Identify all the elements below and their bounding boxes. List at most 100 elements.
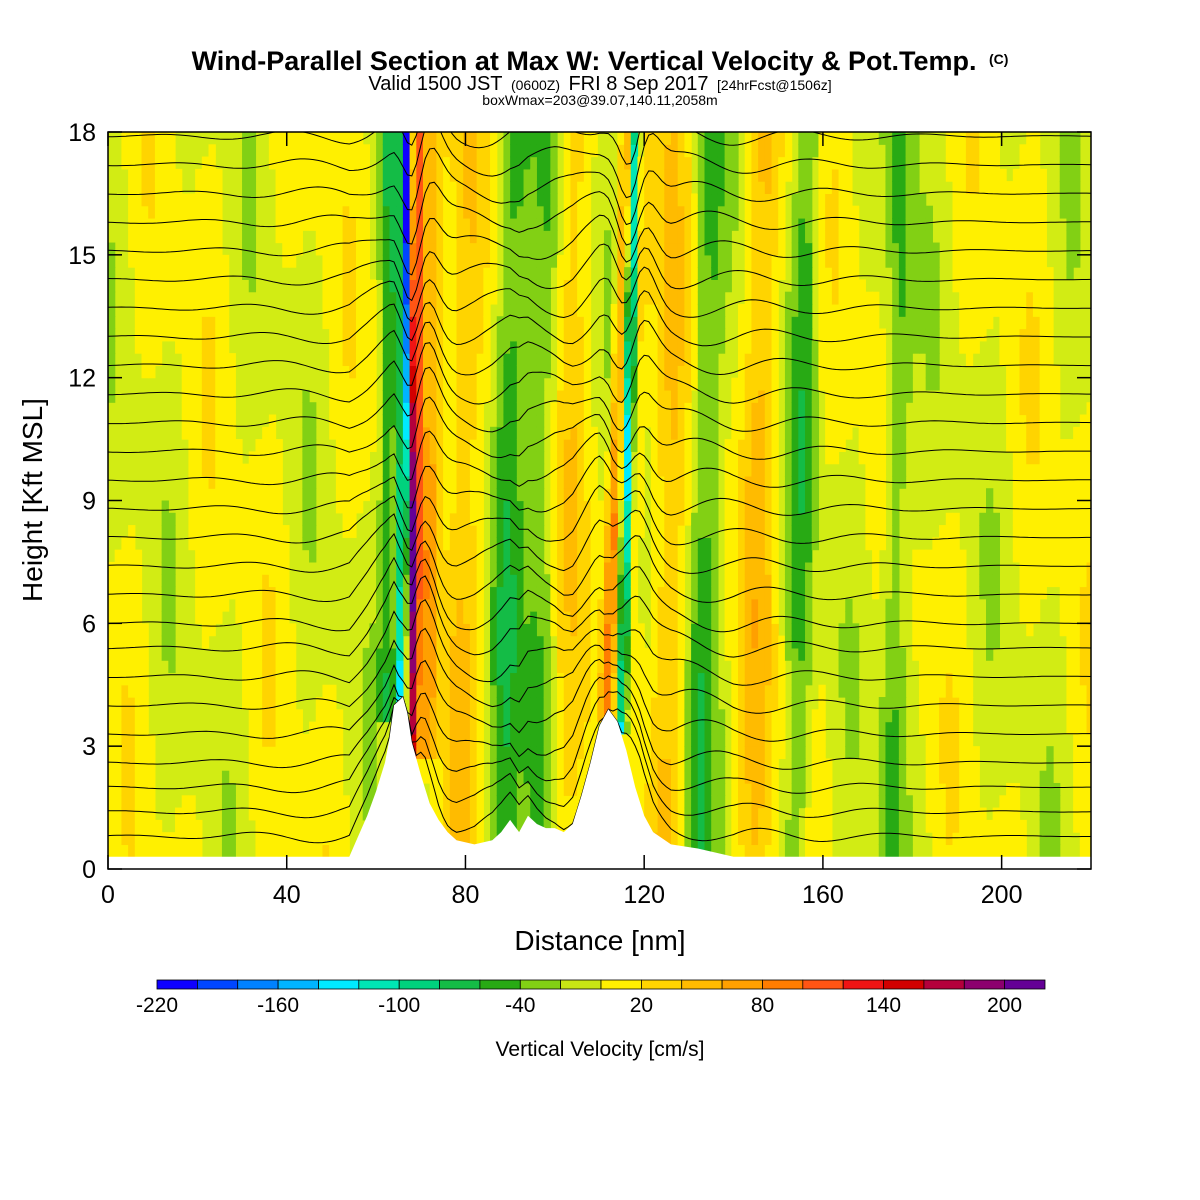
velocity-cell xyxy=(811,488,820,502)
velocity-cell xyxy=(503,660,511,674)
velocity-cell xyxy=(168,230,176,244)
velocity-cell xyxy=(791,844,799,858)
velocity-cell xyxy=(188,463,196,477)
velocity-cell xyxy=(141,156,149,170)
velocity-cell xyxy=(108,291,116,305)
velocity-cell xyxy=(362,660,370,674)
velocity-cell xyxy=(838,377,846,391)
velocity-cell xyxy=(637,426,645,440)
velocity-cell xyxy=(221,451,230,465)
velocity-cell xyxy=(550,475,558,489)
velocity-cell xyxy=(469,574,478,588)
velocity-cell xyxy=(831,242,840,256)
velocity-cell xyxy=(322,819,330,833)
velocity-cell xyxy=(469,721,478,735)
velocity-cell xyxy=(778,684,786,698)
velocity-cell xyxy=(670,684,679,698)
velocity-cell xyxy=(845,291,853,305)
velocity-cell xyxy=(744,635,753,649)
velocity-cell xyxy=(510,647,518,661)
velocity-cell xyxy=(550,561,558,575)
velocity-cell xyxy=(670,132,679,145)
velocity-cell xyxy=(664,328,672,342)
velocity-cell xyxy=(282,635,290,649)
velocity-cell xyxy=(154,340,163,354)
velocity-cell xyxy=(436,660,444,674)
velocity-cell xyxy=(637,377,645,391)
velocity-cell xyxy=(664,365,672,379)
velocity-cell xyxy=(295,783,303,796)
velocity-cell xyxy=(496,770,505,784)
velocity-cell xyxy=(429,598,438,612)
velocity-cell xyxy=(717,807,726,821)
velocity-cell xyxy=(764,623,773,637)
velocity-cell xyxy=(751,144,759,158)
velocity-cell xyxy=(557,402,565,416)
velocity-cell xyxy=(268,426,277,440)
velocity-cell xyxy=(248,254,257,268)
velocity-cell xyxy=(778,721,786,735)
velocity-cell xyxy=(791,426,799,440)
velocity-cell xyxy=(536,783,545,796)
velocity-cell xyxy=(711,217,719,231)
velocity-cell xyxy=(382,512,391,526)
velocity-cell xyxy=(664,132,672,145)
velocity-cell xyxy=(342,230,350,244)
velocity-cell xyxy=(389,267,397,280)
velocity-cell xyxy=(443,512,451,526)
velocity-cell xyxy=(751,181,759,195)
velocity-cell xyxy=(731,377,739,391)
velocity-cell xyxy=(275,512,283,526)
velocity-cell xyxy=(396,303,404,317)
velocity-cell xyxy=(758,340,766,354)
velocity-cell xyxy=(510,561,518,575)
velocity-cell xyxy=(268,635,277,649)
velocity-cell xyxy=(469,328,478,342)
velocity-cell xyxy=(503,181,511,195)
velocity-cell xyxy=(262,770,270,784)
velocity-cell xyxy=(677,365,685,379)
velocity-cell xyxy=(805,844,813,858)
velocity-cell xyxy=(121,807,129,821)
velocity-cell xyxy=(798,205,806,219)
velocity-cell xyxy=(697,242,706,256)
velocity-cell xyxy=(503,451,511,465)
velocity-cell xyxy=(657,475,665,489)
velocity-cell xyxy=(128,242,136,256)
velocity-cell xyxy=(463,819,471,833)
velocity-cell xyxy=(242,242,250,256)
velocity-cell xyxy=(242,500,250,514)
velocity-cell xyxy=(121,844,129,858)
velocity-cell xyxy=(483,193,491,207)
velocity-cell xyxy=(268,488,277,502)
velocity-cell xyxy=(108,660,116,674)
velocity-cell xyxy=(637,721,645,735)
velocity-cell xyxy=(416,758,424,772)
velocity-cell xyxy=(409,365,417,379)
velocity-cell xyxy=(443,611,451,624)
velocity-cell xyxy=(711,549,719,563)
velocity-cell xyxy=(691,783,699,796)
velocity-cell xyxy=(691,549,699,563)
velocity-cell xyxy=(429,795,438,809)
velocity-cell xyxy=(134,291,143,305)
velocity-cell xyxy=(811,733,820,747)
velocity-cell xyxy=(409,561,417,575)
velocity-cell xyxy=(362,697,370,710)
velocity-cell xyxy=(228,549,236,563)
velocity-cell xyxy=(141,279,149,293)
velocity-cell xyxy=(650,549,659,563)
velocity-cell xyxy=(443,144,451,158)
velocity-cell xyxy=(751,844,759,858)
velocity-cell xyxy=(697,389,706,403)
velocity-cell xyxy=(242,132,250,145)
velocity-cell xyxy=(443,537,451,551)
velocity-cell xyxy=(677,168,685,182)
velocity-cell xyxy=(221,291,230,305)
velocity-cell xyxy=(603,660,612,674)
velocity-cell xyxy=(624,205,632,219)
velocity-cell xyxy=(188,217,196,231)
velocity-cell xyxy=(469,795,478,809)
velocity-cell xyxy=(335,733,344,747)
velocity-cell xyxy=(791,672,799,686)
